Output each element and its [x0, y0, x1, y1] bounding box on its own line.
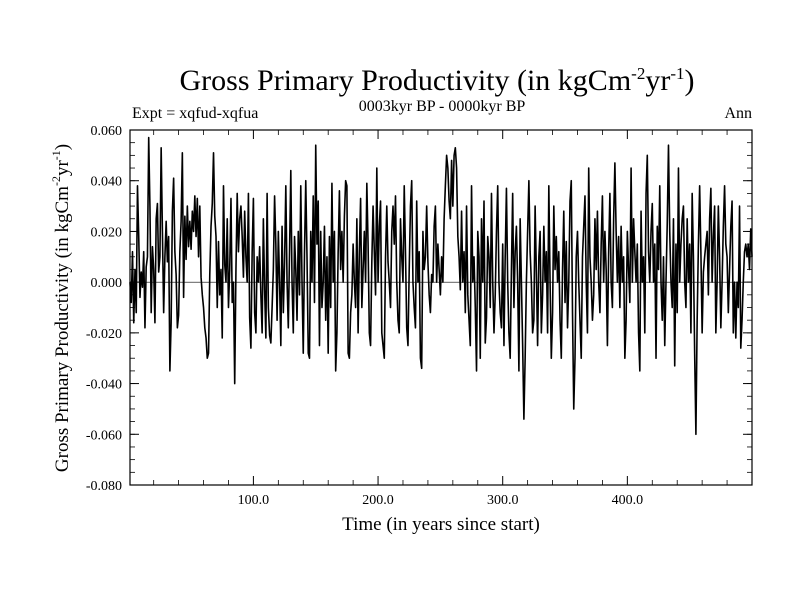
y-tick-label: -0.060 — [86, 428, 122, 443]
x-tick-label: 200.0 — [362, 493, 394, 508]
y-tick-label: -0.040 — [86, 378, 122, 393]
y-axis-ticks: -0.080 -0.060 -0.040 -0.020 0.000 0.020 0.040 0… — [86, 124, 752, 494]
y-tick-label: -0.080 — [86, 479, 122, 494]
y-tick-label: 0.060 — [91, 124, 123, 139]
season-label: Ann — [724, 105, 752, 122]
x-axis-label: Time (in years since start) — [342, 514, 540, 535]
x-tick-label: 100.0 — [238, 493, 270, 508]
time-range-label: 0003kyr BP - 0000kyr BP — [359, 98, 526, 115]
chart-title: Gross Primary Productivity (in kgCm-2yr-… — [180, 64, 695, 97]
y-tick-label: 0.020 — [91, 225, 123, 240]
y-tick-label: 0.000 — [91, 276, 123, 291]
series-line-gpp — [129, 136, 753, 436]
y-tick-label: 0.040 — [91, 175, 123, 190]
x-tick-label: 400.0 — [612, 493, 644, 508]
y-tick-label: -0.020 — [86, 327, 122, 342]
y-axis-label: Gross Primary Productivity (in kgCm-2yr-… — [49, 144, 73, 472]
experiment-label: Expt = xqfud-xqfua — [132, 105, 258, 122]
x-tick-label: 300.0 — [487, 493, 519, 508]
x-axis-ticks: 100.0 200.0 300.0 400.0 — [153, 130, 728, 508]
plot-frame — [129, 129, 753, 486]
